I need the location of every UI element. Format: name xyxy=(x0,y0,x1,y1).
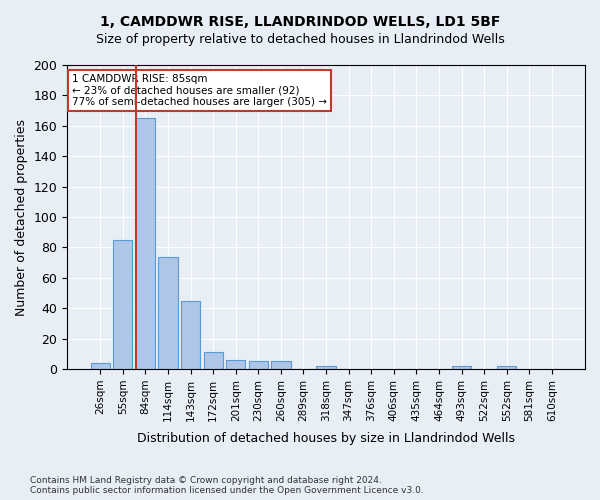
X-axis label: Distribution of detached houses by size in Llandrindod Wells: Distribution of detached houses by size … xyxy=(137,432,515,445)
Y-axis label: Number of detached properties: Number of detached properties xyxy=(15,118,28,316)
Bar xyxy=(316,366,335,369)
Bar xyxy=(249,362,268,369)
Bar xyxy=(158,256,178,369)
Bar xyxy=(203,352,223,369)
Bar xyxy=(226,360,245,369)
Bar xyxy=(113,240,133,369)
Bar xyxy=(497,366,517,369)
Bar xyxy=(91,363,110,369)
Bar xyxy=(181,300,200,369)
Bar xyxy=(271,362,290,369)
Text: 1, CAMDDWR RISE, LLANDRINDOD WELLS, LD1 5BF: 1, CAMDDWR RISE, LLANDRINDOD WELLS, LD1 … xyxy=(100,15,500,29)
Text: Contains HM Land Registry data © Crown copyright and database right 2024.
Contai: Contains HM Land Registry data © Crown c… xyxy=(30,476,424,495)
Bar xyxy=(452,366,471,369)
Text: Size of property relative to detached houses in Llandrindod Wells: Size of property relative to detached ho… xyxy=(95,32,505,46)
Bar xyxy=(136,118,155,369)
Text: 1 CAMDDWR RISE: 85sqm
← 23% of detached houses are smaller (92)
77% of semi-deta: 1 CAMDDWR RISE: 85sqm ← 23% of detached … xyxy=(73,74,328,108)
